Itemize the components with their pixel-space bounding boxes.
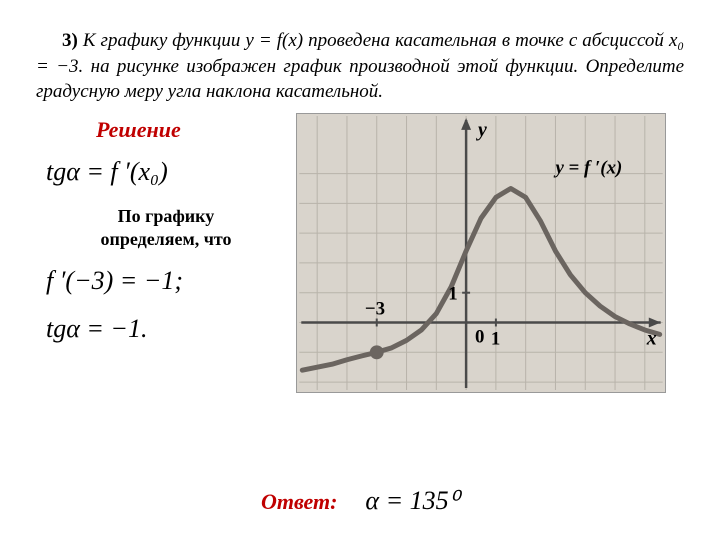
svg-text:1: 1 bbox=[448, 284, 457, 305]
formula-1: tgα = f ′(x₀) bbox=[46, 157, 296, 187]
problem-number: 3) bbox=[62, 30, 78, 51]
answer-label: Ответ: bbox=[261, 489, 337, 514]
answer-value: α = 135⁰ bbox=[365, 486, 459, 515]
solution-label: Решение bbox=[96, 117, 296, 143]
graph-note: По графику определяем, что bbox=[36, 205, 296, 252]
svg-text:1: 1 bbox=[491, 328, 500, 349]
svg-text:0: 0 bbox=[475, 326, 484, 347]
left-column: Решение tgα = f ′(x₀) По графику определ… bbox=[36, 113, 296, 393]
answer-row: Ответ: α = 135⁰ bbox=[0, 486, 720, 516]
formula-2: f ′(−3) = −1; bbox=[46, 266, 296, 296]
svg-text:y = f ′(x): y = f ′(x) bbox=[553, 157, 622, 178]
problem-statement: 3) К графику функции y = f(x) проведена … bbox=[36, 28, 684, 105]
problem-text-before: К графику функции y = f(x) проведена кас… bbox=[83, 30, 669, 51]
problem-text-after: на рисунке изображен график производной … bbox=[36, 56, 684, 103]
content-row: Решение tgα = f ′(x₀) По графику определ… bbox=[36, 113, 684, 393]
derivative-graph: 01 1 −3 y x y = f ′(x) bbox=[296, 113, 666, 393]
formula-3: tgα = −1. bbox=[46, 314, 296, 344]
svg-text:x: x bbox=[646, 327, 657, 349]
svg-text:−3: −3 bbox=[365, 298, 385, 319]
svg-text:y: y bbox=[476, 119, 487, 141]
right-column: 01 1 −3 y x y = f ′(x) bbox=[296, 113, 666, 393]
